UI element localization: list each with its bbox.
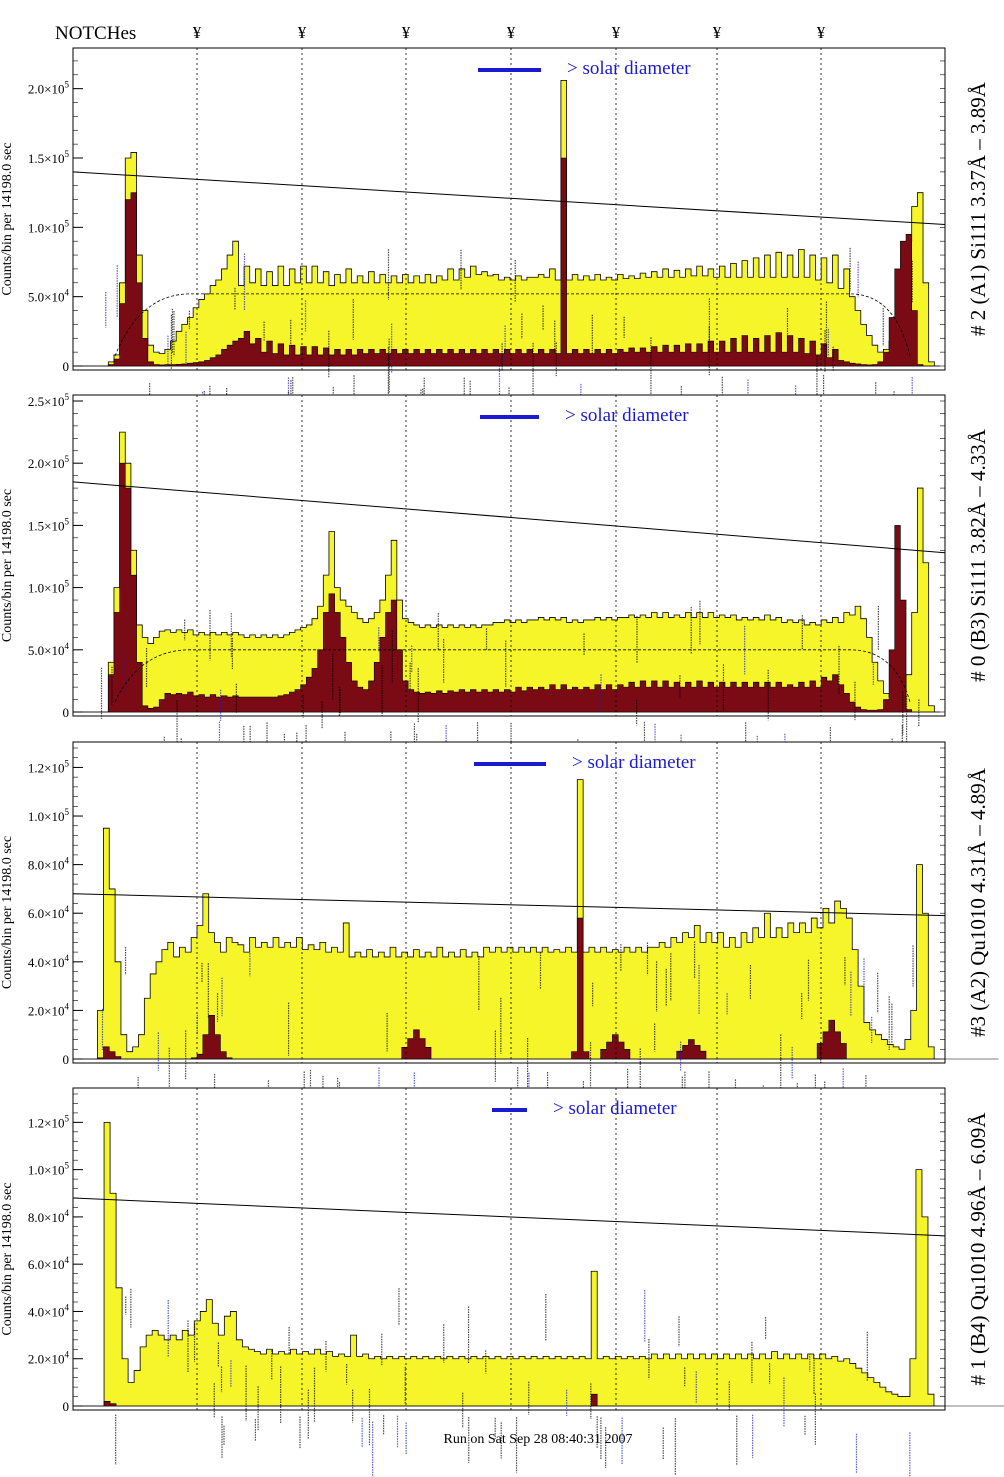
notch-marker: ¥ xyxy=(298,23,307,42)
y-tick-label: 6.0×104 xyxy=(28,904,70,921)
panel-2: > solar diameter 0 2.0×104 4.0×104 6.0×104 8.… xyxy=(0,741,999,1142)
y-tick-label: 8.0×104 xyxy=(28,1208,70,1225)
y-tick-label: 1.5×105 xyxy=(28,149,70,166)
solar-diameter-label: > solar diameter xyxy=(553,1098,677,1119)
y-tick-label: 5.0×104 xyxy=(28,641,70,658)
y-tick-label: 6.0×104 xyxy=(28,1255,70,1272)
y-tick-label: 0 xyxy=(63,705,70,720)
line-id-labels xyxy=(115,1288,911,1477)
histogram-dark xyxy=(80,157,940,367)
reference-line xyxy=(72,1197,946,1237)
y-tick-label: 1.0×105 xyxy=(28,579,70,596)
y-tick-label: 4.0×104 xyxy=(28,953,70,970)
y-tick-label: 1.0×105 xyxy=(28,807,70,824)
y-tick-label: 1.2×105 xyxy=(28,758,70,775)
panel-label: # 1 (B4) Qu1010 4.96Å – 6.09Å xyxy=(966,1112,990,1386)
notch-marker: ¥ xyxy=(612,23,621,42)
panel-3: > solar diameter 0 2.0×104 4.0×104 6.0×104 8.… xyxy=(0,1087,1004,1477)
y-tick-label: 1.0×105 xyxy=(28,218,70,235)
y-tick-label: 2.0×105 xyxy=(28,80,70,97)
y-tick-label: 2.0×104 xyxy=(28,1350,70,1367)
histogram-dark xyxy=(80,1393,1004,1407)
y-tick-label: 2.0×104 xyxy=(28,1001,70,1018)
y-tick-label: 0 xyxy=(63,1052,70,1067)
solar-diameter-label: > solar diameter xyxy=(572,752,696,773)
y-tick-label: 1.5×105 xyxy=(28,516,70,533)
y-tick-label: 4.0×104 xyxy=(28,1302,70,1319)
y-axis-label: Counts/bin per 14198.0 sec xyxy=(0,489,15,642)
panel-0: > solar diameter 0 5.0×104 1.0×105 1.5×105 2.… xyxy=(0,47,990,448)
panel-label: #3 (A2) Qu1010 4.31Å – 4.89Å xyxy=(966,767,990,1037)
notch-marker: ¥ xyxy=(817,23,826,42)
reference-line xyxy=(72,481,946,554)
y-tick-label: 0 xyxy=(63,359,70,374)
y-tick-label: 1.0×105 xyxy=(28,1161,70,1178)
y-tick-label: 5.0×104 xyxy=(28,288,70,305)
panel-label: # 2 (A1) Si111 3.37Å – 3.89Å xyxy=(966,81,990,336)
y-tick-label: 0 xyxy=(63,1399,70,1414)
line-id-labels xyxy=(101,941,914,1142)
histogram-fill xyxy=(80,779,940,1060)
notch-marker: ¥ xyxy=(193,23,202,42)
y-tick-label: 2.0×105 xyxy=(28,454,70,471)
solar-diameter-label: > solar diameter xyxy=(565,405,689,426)
y-axis-label: Counts/bin per 14198.0 sec xyxy=(0,1182,15,1335)
histogram-fill xyxy=(80,431,940,713)
notch-marker: ¥ xyxy=(713,23,722,42)
notch-marker: ¥ xyxy=(402,23,411,42)
y-tick-label: 2.5×105 xyxy=(28,392,70,409)
panels: > solar diameter 0 5.0×104 1.0×105 1.5×105 2.… xyxy=(0,47,1004,1477)
panel-label: # 0 (B3) Si111 3.82Å – 4.33Å xyxy=(966,428,990,682)
histogram-dark xyxy=(80,462,940,713)
notch-markers: ¥ ¥ ¥ ¥ ¥ ¥ ¥ xyxy=(193,23,826,42)
notches-title: NOTCHes xyxy=(55,23,136,44)
solar-diameter-label: > solar diameter xyxy=(567,58,691,79)
notch-marker: ¥ xyxy=(507,23,516,42)
dashed-model xyxy=(114,293,911,357)
y-tick-label: 8.0×104 xyxy=(28,856,70,873)
histogram-dark xyxy=(80,917,999,1060)
histogram-fill xyxy=(80,1121,940,1407)
reference-line xyxy=(72,893,946,917)
y-axis-label: Counts/bin per 14198.0 sec xyxy=(0,142,15,295)
y-axis-label: Counts/bin per 14198.0 sec xyxy=(0,836,15,989)
panel-1: > solar diameter 0 5.0×104 1.0×105 1.5×105 2.… xyxy=(0,392,990,794)
y-tick-label: 1.2×105 xyxy=(28,1113,70,1130)
footer-timestamp: Run on Sat Sep 28 08:40:31 2007 xyxy=(443,1432,632,1447)
dashed-model xyxy=(114,649,911,703)
reference-line xyxy=(72,171,946,226)
